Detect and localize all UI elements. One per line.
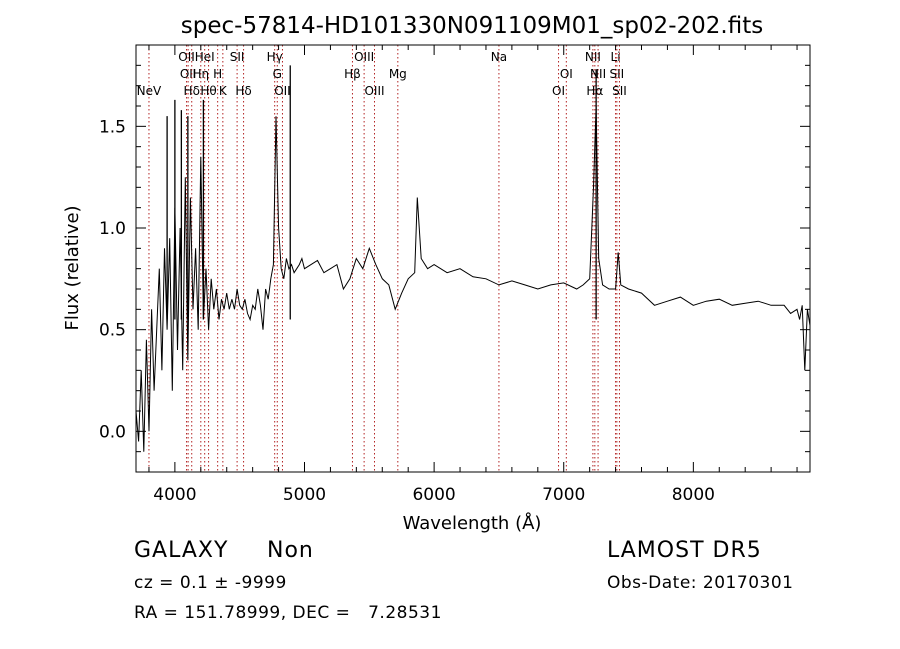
- spectrum-series-line: [135, 105, 811, 452]
- spectral-line-label: NII: [585, 50, 601, 64]
- spectral-line-label: SII: [230, 50, 245, 64]
- plot-frame: [135, 44, 811, 473]
- spectral-line-label: HeI: [195, 50, 215, 64]
- redshift-text: cz = 0.1 ± -9999: [134, 573, 287, 593]
- spectral-line-label: Hγ: [267, 50, 283, 64]
- spectral-line-label: Hδ: [235, 84, 251, 98]
- y-tick-label: 0.5: [99, 321, 126, 341]
- spectral-line-label: OI: [560, 67, 573, 81]
- spectral-line-label: Hβ: [344, 67, 361, 81]
- spectral-line-label: SII: [612, 84, 627, 98]
- spectral-line-label: Mg: [389, 67, 407, 81]
- x-tick-label: 6000: [412, 485, 455, 505]
- spectral-line-label: OII: [274, 84, 291, 98]
- y-tick-label: 1.0: [99, 219, 126, 239]
- spectral-line-label: OIII: [364, 84, 384, 98]
- y-tick-label: 1.5: [99, 117, 126, 137]
- classification-label: GALAXY: [134, 538, 229, 563]
- obs-date-text: Obs-Date: 20170301: [607, 573, 794, 593]
- spectral-line-label: NII: [590, 67, 606, 81]
- spectral-line-label: G: [273, 67, 282, 81]
- spectral-line-label: OIII: [354, 50, 374, 64]
- spectral-line-label: Hη: [192, 67, 209, 81]
- spectral-line-label: Hα: [586, 84, 603, 98]
- chart-title: spec-57814-HD101330N091109M01_sp02-202.f…: [181, 13, 763, 39]
- spectral-line-label: Hθ: [200, 84, 216, 98]
- ra-dec-text: RA = 151.78999, DEC = 7.28531: [134, 603, 442, 623]
- x-tick-label: 4000: [153, 485, 196, 505]
- y-axis-label: Flux (relative): [62, 205, 83, 330]
- subclass-label: Non: [267, 538, 314, 563]
- x-axis-label: Wavelength (Å): [403, 512, 542, 534]
- survey-label: LAMOST DR5: [607, 538, 762, 563]
- spectral-line-label: NeV: [137, 84, 162, 98]
- spectral-line-label: OII: [180, 67, 197, 81]
- spectral-line-label: SII: [610, 67, 625, 81]
- x-tick-label: 7000: [542, 485, 585, 505]
- spectral-line-label: K: [219, 84, 228, 98]
- spectral-line-label: Li: [611, 50, 621, 64]
- spectral-line-label: OII: [178, 50, 195, 64]
- x-tick-label: 5000: [283, 485, 326, 505]
- plot-area: NeVOIIOIIHδHηHeIHθHKSIIHδHγGOIIHβOIIIOII…: [99, 44, 811, 505]
- x-tick-label: 8000: [672, 485, 715, 505]
- y-tick-label: 0.0: [99, 422, 126, 442]
- spectral-line-label: H: [213, 67, 222, 81]
- spectral-line-label: Na: [491, 50, 507, 64]
- spectral-line-label: Hδ: [184, 84, 200, 98]
- spectral-line-label: OI: [552, 84, 565, 98]
